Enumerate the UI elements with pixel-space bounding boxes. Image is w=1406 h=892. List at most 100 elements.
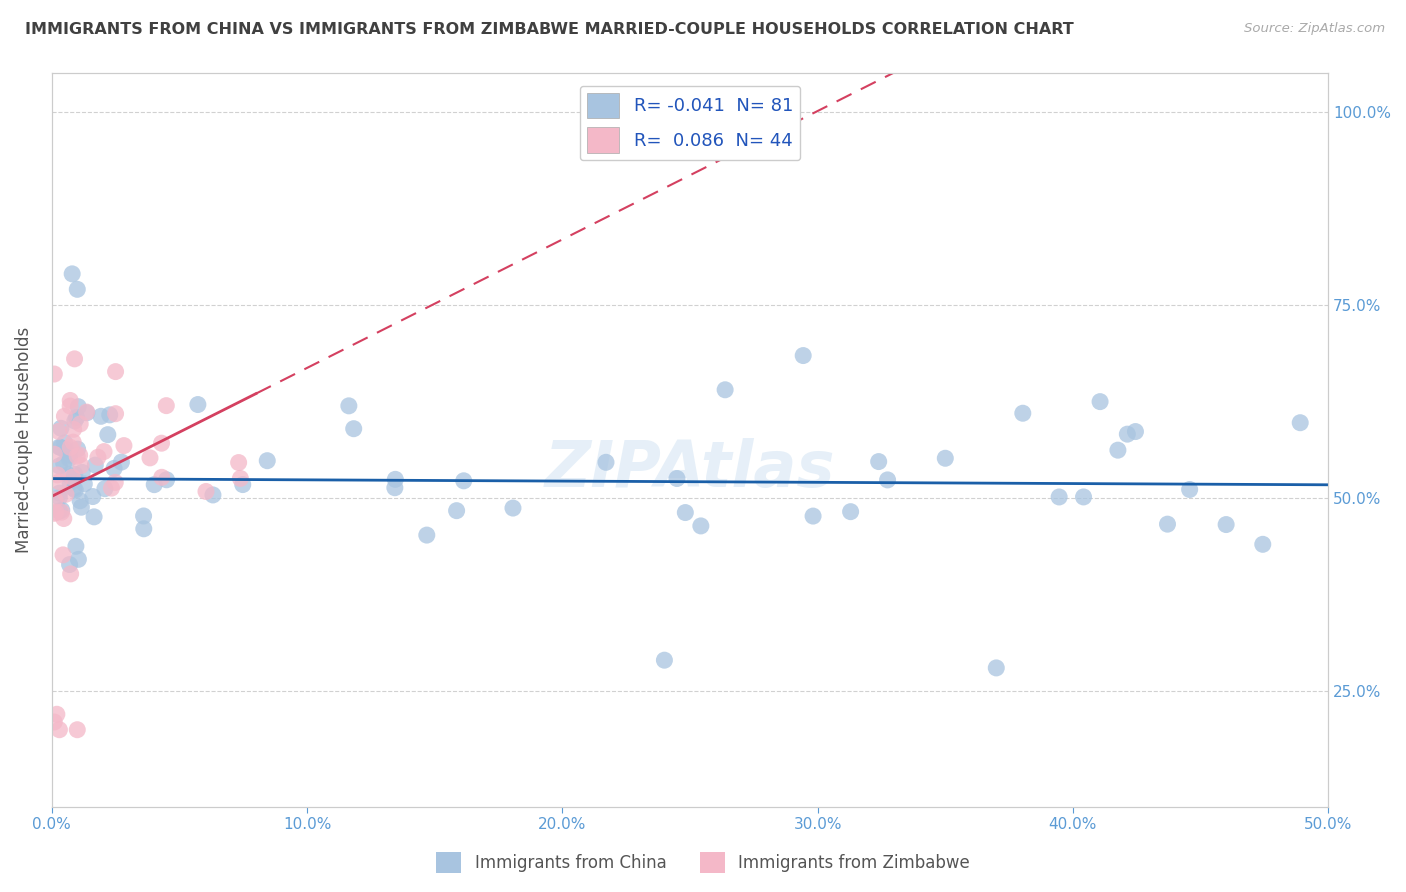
Point [59, 566, 82, 581]
Point [55, 487, 77, 501]
Point [868, 454, 890, 468]
Point [82, 490, 104, 504]
Point [446, 503, 468, 517]
Point [1215, 517, 1237, 532]
Point [63, 414, 86, 428]
Point [45, 707, 67, 722]
Point [48, 504, 70, 518]
Point [343, 422, 366, 436]
Point [229, 471, 252, 485]
Point [792, 349, 814, 363]
Point [1178, 483, 1201, 497]
Point [150, 470, 173, 484]
Point [76, 405, 98, 419]
Point [62, 422, 84, 436]
Point [132, 522, 155, 536]
Point [1116, 427, 1139, 442]
Point [232, 477, 254, 491]
Point [228, 456, 250, 470]
Point [201, 488, 224, 502]
Point [58, 467, 80, 482]
Point [1125, 425, 1147, 439]
Point [256, 453, 278, 467]
Point [66, 449, 89, 463]
Point [49, 421, 72, 435]
Point [839, 505, 862, 519]
Point [90, 409, 112, 424]
Point [100, 481, 122, 495]
Point [103, 461, 125, 475]
Point [52, 511, 75, 525]
Point [654, 653, 676, 667]
Point [44, 506, 66, 520]
Point [986, 661, 1008, 675]
Point [84, 458, 107, 472]
Point [48, 425, 70, 439]
Point [46, 467, 69, 482]
Point [83, 509, 105, 524]
Point [87, 450, 110, 465]
Point [49, 441, 72, 455]
Point [801, 509, 824, 524]
Point [1251, 537, 1274, 551]
Point [44, 367, 66, 381]
Point [48, 486, 70, 500]
Point [155, 473, 177, 487]
Point [1073, 490, 1095, 504]
Point [104, 475, 127, 490]
Point [44, 714, 66, 729]
Point [76, 406, 98, 420]
Point [65, 410, 87, 425]
Point [65, 539, 87, 553]
Point [69, 493, 91, 508]
Point [155, 399, 177, 413]
Point [48, 475, 70, 489]
Point [59, 399, 82, 413]
Point [384, 472, 406, 486]
Point [1047, 490, 1070, 504]
Point [595, 455, 617, 469]
Point [104, 365, 127, 379]
Legend: Immigrants from China, Immigrants from Zimbabwe: Immigrants from China, Immigrants from Z… [430, 846, 976, 880]
Point [70, 466, 93, 480]
Y-axis label: Married-couple Households: Married-couple Households [15, 326, 32, 553]
Point [110, 455, 132, 469]
Point [94, 482, 117, 496]
Point [689, 519, 711, 533]
Point [98, 408, 121, 422]
Point [70, 458, 93, 473]
Point [673, 506, 696, 520]
Point [48, 723, 70, 737]
Point [73, 477, 96, 491]
Point [67, 552, 90, 566]
Point [934, 451, 956, 466]
Point [48, 458, 70, 473]
Point [714, 383, 737, 397]
Point [60, 267, 83, 281]
Point [1088, 394, 1111, 409]
Point [58, 448, 80, 462]
Point [97, 427, 120, 442]
Point [876, 473, 898, 487]
Point [48, 491, 70, 505]
Point [665, 471, 688, 485]
Point [132, 508, 155, 523]
Point [337, 399, 360, 413]
Point [51, 503, 73, 517]
Point [1289, 416, 1312, 430]
Point [44, 492, 66, 507]
Point [150, 436, 173, 450]
Point [453, 474, 475, 488]
Point [104, 407, 127, 421]
Point [59, 440, 82, 454]
Legend: R= -0.041  N= 81, R=  0.086  N= 44: R= -0.041 N= 81, R= 0.086 N= 44 [579, 86, 800, 161]
Text: Source: ZipAtlas.com: Source: ZipAtlas.com [1244, 22, 1385, 36]
Point [53, 435, 76, 450]
Point [1107, 443, 1129, 458]
Point [66, 442, 89, 456]
Point [58, 451, 80, 466]
Point [70, 500, 93, 515]
Point [51, 505, 73, 519]
Point [53, 409, 76, 424]
Text: ZIPAtlas: ZIPAtlas [544, 438, 835, 500]
